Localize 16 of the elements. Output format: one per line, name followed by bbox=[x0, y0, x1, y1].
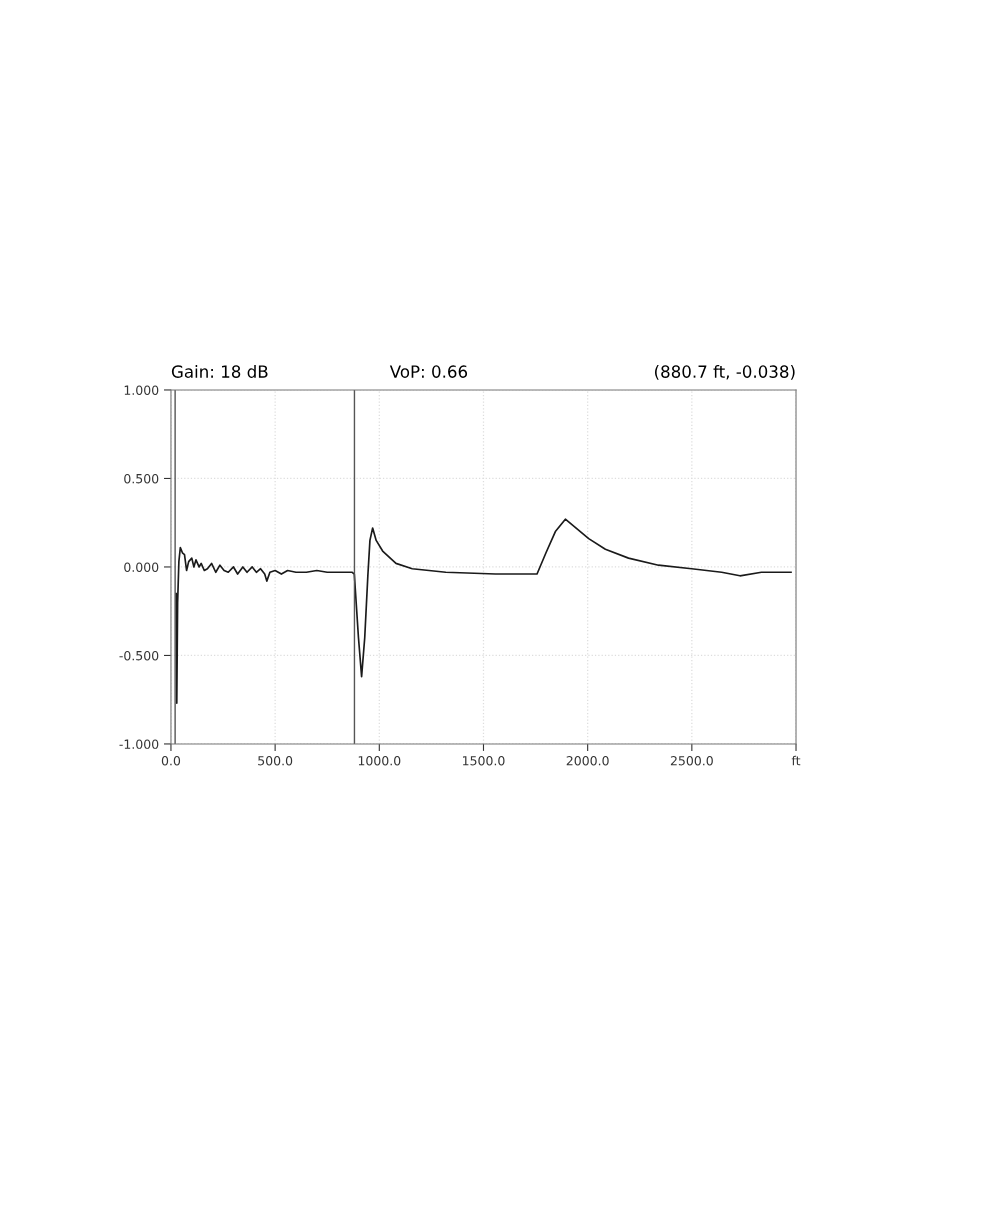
x-tick-label: 2500.0 bbox=[670, 755, 713, 766]
x-tick-label: ft bbox=[791, 755, 801, 766]
line-series bbox=[175, 518, 792, 705]
text: (880.7 ft, -0.038) bbox=[655, 364, 795, 380]
x-tick-label: 2000.0 bbox=[566, 755, 609, 766]
text: VoP: 0.66 bbox=[389, 365, 468, 378]
y-tick-label: -1.000 bbox=[119, 739, 159, 749]
text: Gain: 18 dB bbox=[171, 364, 268, 378]
y-tick-label: 1.000 bbox=[124, 385, 159, 395]
x-tick-label: 500.0 bbox=[258, 755, 293, 766]
x-tick-label: 1500.0 bbox=[462, 755, 505, 766]
y-tick-label: 0.000 bbox=[124, 562, 159, 572]
x-tick-label: 0.0 bbox=[161, 755, 181, 766]
y-tick-label: 0.500 bbox=[124, 473, 159, 484]
x-tick-label: 1000.0 bbox=[358, 755, 401, 766]
y-tick-label: -0.500 bbox=[119, 650, 159, 661]
